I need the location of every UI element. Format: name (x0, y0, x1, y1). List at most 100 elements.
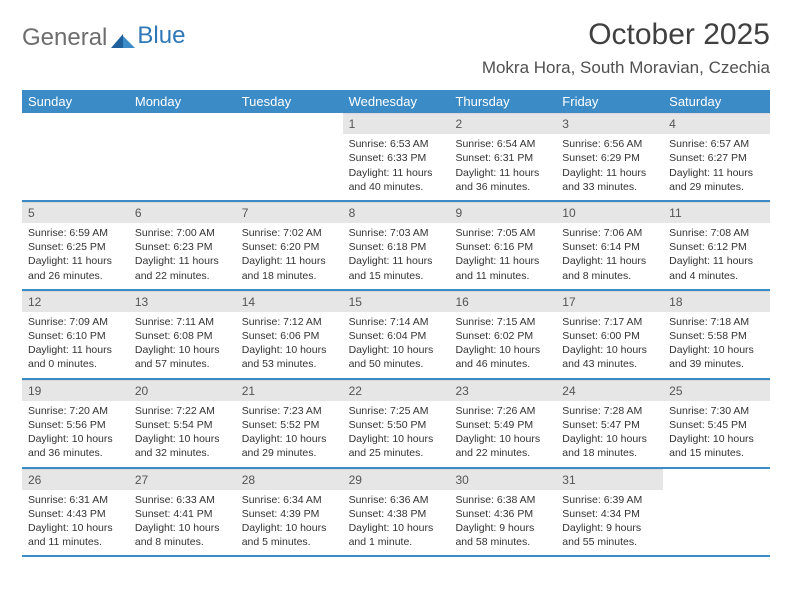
sunset-line: Sunset: 4:43 PM (28, 507, 123, 521)
day-body: Sunrise: 6:36 AMSunset: 4:38 PMDaylight:… (343, 490, 450, 556)
day-body: Sunrise: 7:00 AMSunset: 6:23 PMDaylight:… (129, 223, 236, 289)
header: General Blue October 2025 Mokra Hora, So… (22, 18, 770, 78)
day-body: Sunrise: 7:20 AMSunset: 5:56 PMDaylight:… (22, 401, 129, 467)
day-cell: 23Sunrise: 7:26 AMSunset: 5:49 PMDayligh… (449, 380, 556, 467)
daylight-line: Daylight: 10 hours and 32 minutes. (135, 432, 230, 460)
logo-text-a: General (22, 24, 107, 52)
day-number: 11 (663, 202, 770, 223)
day-number: 3 (556, 113, 663, 134)
day-number: 12 (22, 291, 129, 312)
day-body: Sunrise: 6:54 AMSunset: 6:31 PMDaylight:… (449, 134, 556, 200)
day-cell: 27Sunrise: 6:33 AMSunset: 4:41 PMDayligh… (129, 469, 236, 556)
sunrise-line: Sunrise: 7:26 AM (455, 404, 550, 418)
day-body: Sunrise: 6:34 AMSunset: 4:39 PMDaylight:… (236, 490, 343, 556)
day-body: Sunrise: 7:03 AMSunset: 6:18 PMDaylight:… (343, 223, 450, 289)
daylight-line: Daylight: 11 hours and 15 minutes. (349, 254, 444, 282)
day-cell: 1Sunrise: 6:53 AMSunset: 6:33 PMDaylight… (343, 113, 450, 200)
sunrise-line: Sunrise: 6:53 AM (349, 137, 444, 151)
daylight-line: Daylight: 11 hours and 26 minutes. (28, 254, 123, 282)
daylight-line: Daylight: 11 hours and 11 minutes. (455, 254, 550, 282)
week-row: 12Sunrise: 7:09 AMSunset: 6:10 PMDayligh… (22, 291, 770, 380)
day-number: 18 (663, 291, 770, 312)
empty-cell (129, 113, 236, 200)
day-body: Sunrise: 7:15 AMSunset: 6:02 PMDaylight:… (449, 312, 556, 378)
day-cell: 13Sunrise: 7:11 AMSunset: 6:08 PMDayligh… (129, 291, 236, 378)
day-number: 20 (129, 380, 236, 401)
day-number: 25 (663, 380, 770, 401)
day-number: 8 (343, 202, 450, 223)
day-cell: 18 Sunrise: 7:18 AMSunset: 5:58 PMDayligh… (663, 291, 770, 378)
sunset-line: Sunset: 4:34 PM (562, 507, 657, 521)
sunrise-line: Sunrise: 7:28 AM (562, 404, 657, 418)
day-header: Saturday (663, 90, 770, 113)
sunset-line: Sunset: 4:39 PM (242, 507, 337, 521)
day-number: 26 (22, 469, 129, 490)
sunrise-line: Sunrise: 7:18 AM (669, 315, 764, 329)
sunset-line: Sunset: 5:56 PM (28, 418, 123, 432)
sunrise-line: Sunrise: 7:15 AM (455, 315, 550, 329)
day-header: Thursday (449, 90, 556, 113)
page-title: October 2025 (482, 18, 770, 52)
day-body: Sunrise: 7:02 AMSunset: 6:20 PMDaylight:… (236, 223, 343, 289)
day-body: Sunrise: 6:31 AMSunset: 4:43 PMDaylight:… (22, 490, 129, 556)
day-body: Sunrise: 7:14 AMSunset: 6:04 PMDaylight:… (343, 312, 450, 378)
day-header: Wednesday (343, 90, 450, 113)
day-cell: 20Sunrise: 7:22 AMSunset: 5:54 PMDayligh… (129, 380, 236, 467)
day-body: Sunrise: 7:28 AMSunset: 5:47 PMDaylight:… (556, 401, 663, 467)
sunset-line: Sunset: 6:23 PM (135, 240, 230, 254)
day-number: 4 (663, 113, 770, 134)
sunrise-line: Sunrise: 6:34 AM (242, 493, 337, 507)
day-number: 22 (343, 380, 450, 401)
sunset-line: Sunset: 6:29 PM (562, 151, 657, 165)
sunset-line: Sunset: 5:45 PM (669, 418, 764, 432)
day-number: 7 (236, 202, 343, 223)
day-number: 23 (449, 380, 556, 401)
daylight-line: Daylight: 10 hours and 36 minutes. (28, 432, 123, 460)
daylight-line: Daylight: 10 hours and 57 minutes. (135, 343, 230, 371)
day-body: Sunrise: 7:30 AMSunset: 5:45 PMDaylight:… (663, 401, 770, 467)
week-row: 5Sunrise: 6:59 AMSunset: 6:25 PMDaylight… (22, 202, 770, 291)
daylight-line: Daylight: 10 hours and 46 minutes. (455, 343, 550, 371)
logo-text-b: Blue (137, 22, 185, 50)
day-cell: 22Sunrise: 7:25 AMSunset: 5:50 PMDayligh… (343, 380, 450, 467)
sunset-line: Sunset: 6:18 PM (349, 240, 444, 254)
day-body: Sunrise: 7:22 AMSunset: 5:54 PMDaylight:… (129, 401, 236, 467)
day-number: 16 (449, 291, 556, 312)
sunrise-line: Sunrise: 7:03 AM (349, 226, 444, 240)
daylight-line: Daylight: 10 hours and 53 minutes. (242, 343, 337, 371)
sunrise-line: Sunrise: 6:36 AM (349, 493, 444, 507)
sunset-line: Sunset: 5:58 PM (669, 329, 764, 343)
sunrise-line: Sunrise: 7:22 AM (135, 404, 230, 418)
sunrise-line: Sunrise: 7:00 AM (135, 226, 230, 240)
day-cell: 5Sunrise: 6:59 AMSunset: 6:25 PMDaylight… (22, 202, 129, 289)
day-cell: 28Sunrise: 6:34 AMSunset: 4:39 PMDayligh… (236, 469, 343, 556)
empty-cell (663, 469, 770, 556)
daylight-line: Daylight: 11 hours and 36 minutes. (455, 166, 550, 194)
day-number: 5 (22, 202, 129, 223)
day-cell: 9Sunrise: 7:05 AMSunset: 6:16 PMDaylight… (449, 202, 556, 289)
day-cell: 21Sunrise: 7:23 AMSunset: 5:52 PMDayligh… (236, 380, 343, 467)
day-number: 14 (236, 291, 343, 312)
day-body: Sunrise: 7:08 AMSunset: 6:12 PMDaylight:… (663, 223, 770, 289)
daylight-line: Daylight: 9 hours and 55 minutes. (562, 521, 657, 549)
day-cell: 4Sunrise: 6:57 AMSunset: 6:27 PMDaylight… (663, 113, 770, 200)
daylight-line: Daylight: 11 hours and 29 minutes. (669, 166, 764, 194)
daylight-line: Daylight: 10 hours and 39 minutes. (669, 343, 764, 371)
day-body: Sunrise: 7:06 AMSunset: 6:14 PMDaylight:… (556, 223, 663, 289)
day-body: Sunrise: 7:11 AMSunset: 6:08 PMDaylight:… (129, 312, 236, 378)
day-cell: 30Sunrise: 6:38 AMSunset: 4:36 PMDayligh… (449, 469, 556, 556)
day-body: Sunrise: 7:23 AMSunset: 5:52 PMDaylight:… (236, 401, 343, 467)
sunrise-line: Sunrise: 7:30 AM (669, 404, 764, 418)
day-cell: 12Sunrise: 7:09 AMSunset: 6:10 PMDayligh… (22, 291, 129, 378)
daylight-line: Daylight: 11 hours and 33 minutes. (562, 166, 657, 194)
week-row: 1Sunrise: 6:53 AMSunset: 6:33 PMDaylight… (22, 113, 770, 202)
day-body: Sunrise: 7:12 AMSunset: 6:06 PMDaylight:… (236, 312, 343, 378)
day-body: Sunrise: 6:53 AMSunset: 6:33 PMDaylight:… (343, 134, 450, 200)
sunrise-line: Sunrise: 7:25 AM (349, 404, 444, 418)
day-cell: 25Sunrise: 7:30 AMSunset: 5:45 PMDayligh… (663, 380, 770, 467)
sunrise-line: Sunrise: 7:12 AM (242, 315, 337, 329)
day-cell: 31Sunrise: 6:39 AMSunset: 4:34 PMDayligh… (556, 469, 663, 556)
sunrise-line: Sunrise: 6:38 AM (455, 493, 550, 507)
sunset-line: Sunset: 6:25 PM (28, 240, 123, 254)
sunset-line: Sunset: 5:54 PM (135, 418, 230, 432)
